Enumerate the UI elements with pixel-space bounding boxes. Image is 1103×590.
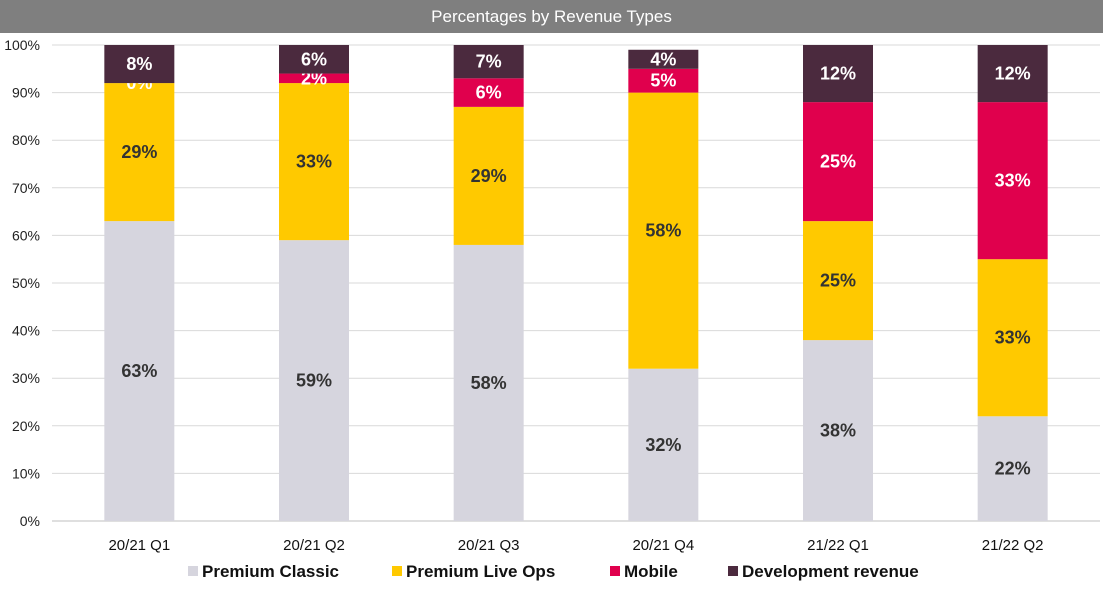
- data-label: 58%: [471, 373, 507, 393]
- chart-title: Percentages by Revenue Types: [0, 0, 1103, 33]
- legend-swatch: [392, 566, 402, 576]
- y-tick-label: 70%: [12, 180, 40, 196]
- x-tick-label: 20/21 Q2: [283, 537, 345, 554]
- data-label: 29%: [121, 142, 157, 162]
- bar-segment: [104, 83, 175, 222]
- bar-segment: [628, 368, 699, 521]
- data-label: 33%: [296, 152, 332, 172]
- bar-segment: [279, 45, 349, 74]
- bar-segment: [453, 78, 524, 107]
- legend-entry: Premium Live Ops: [406, 562, 555, 581]
- data-label: 58%: [645, 221, 681, 241]
- legend-entry: Development revenue: [742, 562, 919, 581]
- bar-segment: [453, 106, 524, 245]
- legend-swatch: [610, 566, 620, 576]
- bar-segment: [279, 83, 349, 241]
- data-label: 33%: [995, 328, 1031, 348]
- x-tick-label: 21/22 Q1: [807, 537, 869, 554]
- y-tick-label: 80%: [12, 132, 40, 148]
- bar-segment: [803, 102, 873, 222]
- legend-entry: Mobile: [624, 562, 678, 581]
- bar-segment: [628, 49, 699, 69]
- y-axis: 0% 10% 20% 30% 40% 50% 60% 70% 80% 90% 100%: [4, 37, 40, 529]
- data-label: 59%: [296, 371, 332, 391]
- data-label: 32%: [645, 435, 681, 455]
- bar-segment: [453, 244, 524, 522]
- data-label: 6%: [476, 83, 502, 103]
- bar-segment: [977, 45, 1048, 103]
- y-tick-label: 100%: [4, 37, 40, 53]
- y-tick-label: 30%: [12, 370, 40, 386]
- bar-segment: [628, 68, 699, 93]
- bar-segment: [803, 340, 873, 521]
- legend-entry: Premium Classic: [202, 562, 339, 581]
- y-tick-label: 90%: [12, 85, 40, 101]
- legend-swatch: [728, 566, 738, 576]
- gridlines: [52, 44, 1100, 522]
- x-axis: 20/21 Q1 20/21 Q2 20/21 Q3 20/21 Q4 21/22 Q1…: [108, 537, 1043, 554]
- data-label: 12%: [995, 64, 1031, 84]
- data-label: 63%: [121, 361, 157, 381]
- y-tick-label: 0%: [20, 513, 40, 529]
- y-tick-label: 60%: [12, 227, 40, 243]
- bar-segment: [453, 45, 524, 79]
- data-label: 12%: [820, 64, 856, 84]
- bar-segment: [104, 221, 175, 521]
- bars: 63%29%0%8%59%33%2%6%58%29%6%7%32%58%5%4%…: [104, 45, 1048, 522]
- y-tick-label: 10%: [12, 465, 40, 481]
- y-tick-label: 20%: [12, 418, 40, 434]
- bar-segment: [279, 73, 349, 84]
- data-label: 29%: [471, 166, 507, 186]
- x-tick-label: 20/21 Q3: [458, 537, 520, 554]
- bar-segment: [977, 259, 1048, 417]
- data-label: 25%: [820, 271, 856, 291]
- bar-segment: [803, 45, 873, 103]
- bar-segment: [279, 240, 349, 521]
- bar-segment: [628, 92, 699, 369]
- bar-segment: [104, 45, 175, 84]
- data-label: 25%: [820, 152, 856, 172]
- bar-segment: [803, 221, 873, 341]
- data-label: 6%: [301, 49, 327, 69]
- data-label: 22%: [995, 459, 1031, 479]
- data-label: 7%: [476, 52, 502, 72]
- data-label: 5%: [650, 71, 676, 91]
- x-tick-label: 20/21 Q1: [108, 537, 170, 554]
- data-label: 38%: [820, 421, 856, 441]
- data-label: 33%: [995, 171, 1031, 191]
- bar-segment: [977, 102, 1048, 260]
- legend: Premium Classic Premium Live Ops Mobile Dev…: [188, 562, 919, 581]
- legend-swatch: [188, 566, 198, 576]
- y-tick-label: 50%: [12, 275, 40, 291]
- x-tick-label: 21/22 Q2: [982, 537, 1044, 554]
- data-label: 4%: [650, 49, 676, 69]
- y-tick-label: 40%: [12, 323, 40, 339]
- bar-segment: [977, 416, 1048, 521]
- data-label: 8%: [126, 54, 152, 74]
- x-tick-label: 20/21 Q4: [632, 537, 694, 554]
